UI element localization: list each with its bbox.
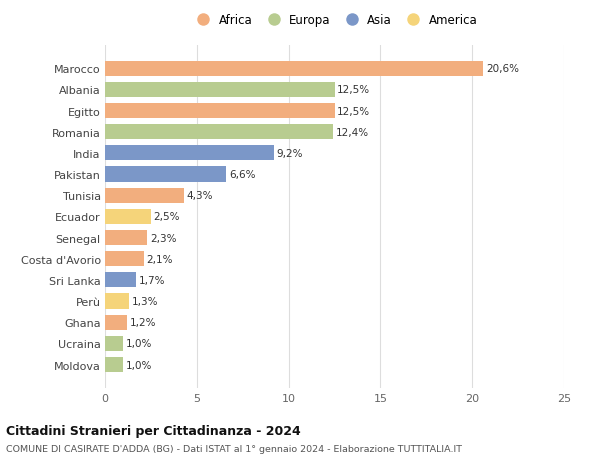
Bar [105, 357, 124, 372]
Text: 1,2%: 1,2% [130, 318, 156, 327]
Text: 1,0%: 1,0% [126, 339, 152, 348]
Text: 12,4%: 12,4% [335, 128, 368, 137]
Text: 20,6%: 20,6% [486, 64, 519, 74]
Text: 12,5%: 12,5% [337, 85, 370, 95]
Bar [105, 209, 151, 224]
Text: 2,1%: 2,1% [146, 254, 173, 264]
Bar [105, 167, 226, 182]
Text: 1,7%: 1,7% [139, 275, 166, 285]
Text: 9,2%: 9,2% [277, 149, 303, 158]
Text: 2,3%: 2,3% [150, 233, 176, 243]
Bar [105, 252, 143, 267]
Bar [105, 83, 335, 98]
Bar [105, 273, 136, 288]
Bar [105, 104, 335, 119]
Bar [105, 188, 184, 203]
Legend: Africa, Europa, Asia, America: Africa, Europa, Asia, America [191, 14, 478, 27]
Text: 2,5%: 2,5% [154, 212, 180, 222]
Text: 1,3%: 1,3% [131, 297, 158, 306]
Text: 4,3%: 4,3% [187, 191, 213, 201]
Bar [105, 230, 147, 246]
Bar [105, 146, 274, 161]
Text: 1,0%: 1,0% [126, 360, 152, 369]
Bar [105, 336, 124, 351]
Bar [105, 125, 332, 140]
Text: COMUNE DI CASIRATE D'ADDA (BG) - Dati ISTAT al 1° gennaio 2024 - Elaborazione TU: COMUNE DI CASIRATE D'ADDA (BG) - Dati IS… [6, 444, 462, 453]
Text: 12,5%: 12,5% [337, 106, 370, 116]
Bar [105, 62, 483, 77]
Text: 6,6%: 6,6% [229, 170, 256, 179]
Text: Cittadini Stranieri per Cittadinanza - 2024: Cittadini Stranieri per Cittadinanza - 2… [6, 425, 301, 437]
Bar [105, 294, 129, 309]
Bar [105, 315, 127, 330]
